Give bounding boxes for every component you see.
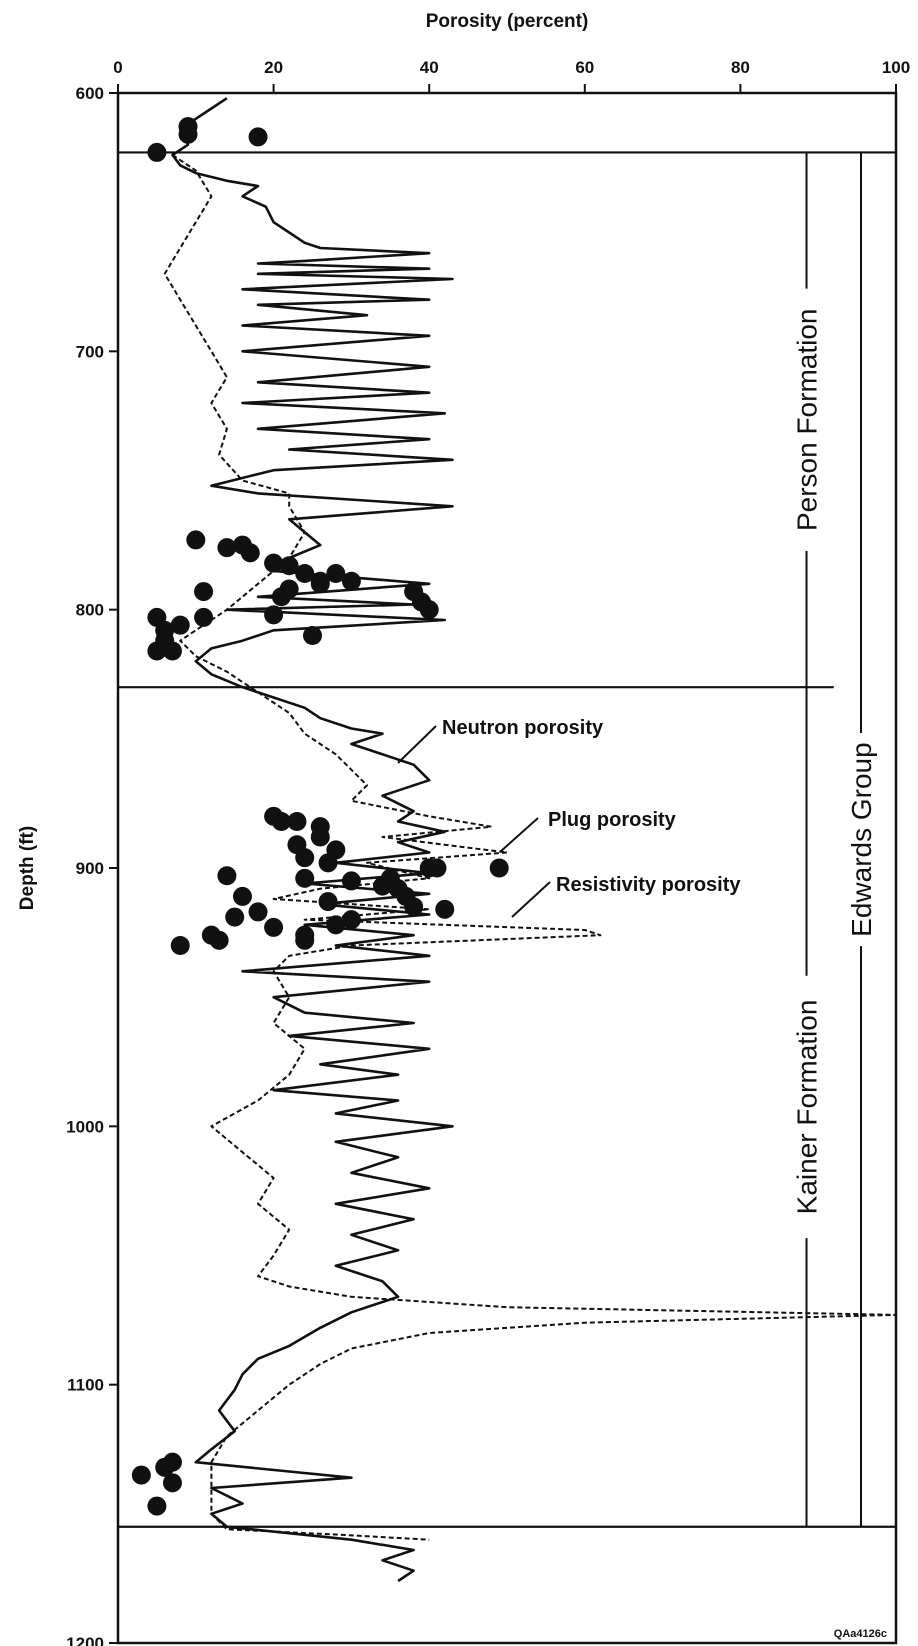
y-axis-title: Depth (ft) bbox=[17, 826, 38, 910]
plug-porosity-point-39 bbox=[295, 868, 315, 888]
plug-porosity-point-3 bbox=[147, 142, 167, 162]
unit-layer: Person Formation Kainer Formation Edwards … bbox=[792, 152, 877, 1527]
unit-label-0: Person Formation bbox=[792, 309, 823, 532]
y-tick-label-1100: 1100 bbox=[67, 1376, 104, 1395]
y-tick-label-1000: 1000 bbox=[66, 1117, 104, 1136]
plug-porosity-point-31 bbox=[271, 812, 291, 831]
plug-porosity-point-1 bbox=[178, 124, 198, 144]
x-tick-label-40: 40 bbox=[420, 58, 439, 77]
plug-porosity-point-28 bbox=[264, 605, 284, 625]
plug-porosity-point-9 bbox=[279, 556, 299, 576]
plug-porosity-point-8 bbox=[264, 553, 284, 573]
plug-porosity-point-32 bbox=[287, 812, 307, 831]
plug-porosity-point-46 bbox=[217, 866, 237, 886]
x-tick-label-60: 60 bbox=[575, 58, 594, 77]
plug-leader-line bbox=[499, 817, 539, 853]
plug-porosity-point-26 bbox=[162, 641, 182, 661]
plug-porosity-point-16 bbox=[194, 582, 214, 602]
plug-porosity-point-27 bbox=[147, 641, 167, 661]
plug-porosity-point-24 bbox=[170, 615, 190, 635]
plug-porosity-point-55 bbox=[373, 876, 393, 896]
series-layer bbox=[163, 97, 897, 1583]
plug-porosity-point-12 bbox=[326, 564, 346, 583]
plug-porosity-point-53 bbox=[341, 910, 361, 930]
plug-porosity-point-38 bbox=[318, 853, 338, 873]
resistivity-porosity-line bbox=[163, 154, 897, 1541]
plug-porosity-point-62 bbox=[295, 930, 315, 950]
plug-porosity-point-37 bbox=[295, 848, 315, 868]
plug-porosity-point-58 bbox=[435, 899, 455, 919]
plug-porosity-point-45 bbox=[489, 858, 509, 878]
resistivity-leader-line bbox=[511, 881, 551, 918]
plug-porosity-point-5 bbox=[217, 538, 237, 558]
plug-porosity-label: Plug porosity bbox=[548, 809, 677, 831]
plug-porosity-point-29 bbox=[303, 626, 322, 645]
boundary-layer bbox=[118, 151, 896, 1528]
resistivity-porosity-label: Resistivity porosity bbox=[556, 874, 741, 896]
plug-porosity-point-34 bbox=[310, 827, 330, 847]
x-tick-label-20: 20 bbox=[264, 58, 283, 77]
plug-porosity-point-13 bbox=[341, 571, 361, 591]
plug-porosity-point-2 bbox=[248, 127, 268, 147]
y-tick-label-900: 900 bbox=[76, 859, 104, 878]
plug-porosity-point-4 bbox=[186, 530, 206, 550]
x-tick-label-80: 80 bbox=[731, 58, 750, 77]
plug-porosity-point-7 bbox=[240, 543, 260, 563]
plug-porosity-point-22 bbox=[194, 607, 214, 627]
plug-porosity-point-65 bbox=[162, 1452, 182, 1472]
plug-porosity-point-57 bbox=[404, 897, 424, 917]
plug-porosity-point-66 bbox=[162, 1473, 182, 1493]
plug-porosity-point-50 bbox=[264, 917, 284, 937]
neutron-porosity-line bbox=[171, 97, 454, 1583]
plug-porosity-point-15 bbox=[271, 587, 291, 607]
y-tick-label-700: 700 bbox=[76, 342, 104, 361]
plug-porosity-point-52 bbox=[326, 915, 346, 935]
unit-label-2: Edwards Group bbox=[846, 742, 877, 937]
plug-porosity-point-40 bbox=[341, 871, 361, 891]
plug-porosity-point-20 bbox=[419, 600, 439, 620]
neutron-leader-line bbox=[397, 725, 437, 764]
y-tick-label-1200: 1200 bbox=[66, 1634, 104, 1646]
plug-porosity-point-59 bbox=[170, 936, 190, 955]
plug-porosity-point-54 bbox=[318, 892, 338, 912]
plug-porosity-point-63 bbox=[131, 1465, 151, 1485]
plug-porosity-point-67 bbox=[147, 1496, 167, 1516]
x-axis-title: Porosity (percent) bbox=[426, 11, 589, 32]
unit-label-1: Kainer Formation bbox=[792, 1000, 823, 1215]
plug-porosity-point-17 bbox=[310, 574, 330, 594]
plug-porosity-point-44 bbox=[427, 858, 447, 878]
plug-porosity-point-10 bbox=[295, 564, 315, 583]
plug-porosity-point-61 bbox=[209, 930, 229, 950]
plug-porosity-point-48 bbox=[248, 902, 268, 922]
figure-id: QAa4126c bbox=[834, 1628, 887, 1640]
axes-layer: 0 20 40 60 80 100 600 700 800 900 1000 1100 1200 bbox=[66, 58, 910, 1646]
x-tick-label-100: 100 bbox=[882, 58, 910, 77]
plug-porosity-point-47 bbox=[232, 886, 252, 906]
x-tick-label-0: 0 bbox=[113, 58, 122, 77]
plug-porosity-point-49 bbox=[225, 907, 245, 927]
neutron-porosity-label: Neutron porosity bbox=[442, 717, 604, 739]
y-tick-label-600: 600 bbox=[76, 84, 104, 103]
y-tick-label-800: 800 bbox=[76, 601, 104, 620]
plug-marker-layer bbox=[131, 117, 509, 1516]
